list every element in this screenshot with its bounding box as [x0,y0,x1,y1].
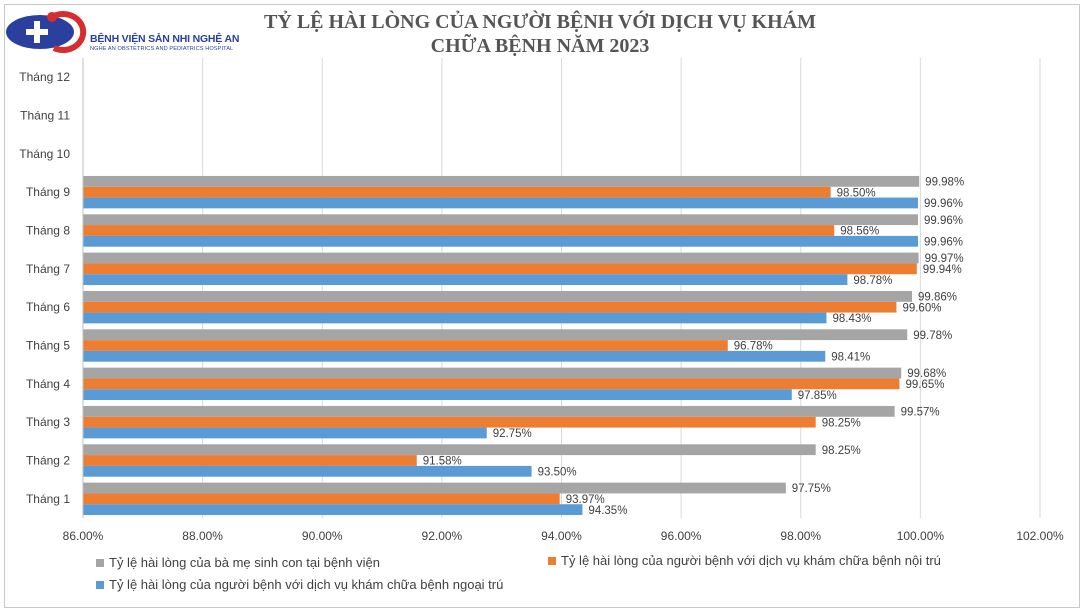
chart-title-line-1: TỶ LỆ HÀI LÒNG CỦA NGƯỜI BỆNH VỚI DỊCH V… [264,11,816,33]
hospital-logo: BỆNH VIỆN SẢN NHI NGHỆ AN NGHE AN OBSTET… [2,6,242,56]
category-label: Tháng 10 [19,147,70,161]
chart-title-line-2: CHỮA BỆNH NĂM 2023 [430,35,650,57]
bar [83,405,895,417]
bar [83,301,897,313]
bar [83,378,900,390]
data-label: 99.97% [925,253,964,265]
data-label: 99.96% [924,237,963,249]
data-label: 93.50% [538,467,577,479]
data-label: 97.75% [792,483,831,495]
bar [83,197,918,209]
category-label: Tháng 6 [26,300,70,314]
bar [83,350,826,362]
bar [83,455,417,466]
bar [83,340,728,351]
bar [83,493,560,505]
category-label: Tháng 4 [26,377,70,391]
data-label: 98.43% [832,313,871,325]
bar [83,235,918,247]
data-label: 99.57% [901,407,940,419]
x-tick-label: 102.00% [1016,529,1064,543]
bar [83,175,920,187]
x-tick-label: 100.00% [897,529,945,543]
bar [83,290,913,302]
hospital-subname: NGHE AN OBSTETRICS AND PEDIATRICS HOSPIT… [90,46,234,52]
category-label: Tháng 3 [26,415,70,429]
axes: 86.00% 88.00% 90.00% 92.00% 94.00% 96.00% 98.0… [19,58,1064,543]
data-label: 98.78% [853,275,892,287]
hospital-name: BỆNH VIỆN SẢN NHI NGHỆ AN [90,33,240,45]
bar [83,444,816,456]
data-labels: 97.75% 93.97%94.35% 98.25% 91.58% 93.50% 99.5… [423,177,964,517]
data-label: 99.60% [902,302,941,314]
bar [83,482,786,494]
data-label: 99.96% [924,198,963,210]
bar [83,214,918,226]
data-label: 98.56% [840,226,879,238]
data-label: 93.97% [566,494,605,506]
category-label: Tháng 9 [26,185,70,199]
bar [83,252,919,264]
x-tick-label: 86.00% [63,529,104,543]
data-label: 99.96% [924,215,963,227]
data-label: 91.58% [423,456,462,468]
data-label: 98.41% [831,352,870,364]
data-label: 99.68% [907,368,946,380]
bar [83,465,532,477]
bar [83,312,827,324]
bar [83,274,848,286]
data-label: 99.98% [925,177,964,189]
x-tick-label: 94.00% [541,529,582,543]
x-tick-label: 90.00% [302,529,343,543]
data-label: 96.78% [734,341,773,353]
category-label: Tháng 1 [26,492,70,506]
hospital-logo-icon [6,11,87,53]
bar [83,329,908,341]
data-label: 97.85% [798,390,837,402]
data-label: 98.25% [822,417,861,429]
bars [83,175,920,516]
chart-title: TỶ LỆ HÀI LÒNG CỦA NGƯỜI BỆNH VỚI DỊCH V… [190,10,890,58]
bar [83,389,792,401]
category-label: Tháng 8 [26,224,70,238]
data-label: 94.35% [588,505,627,517]
data-label: 99.78% [913,330,952,342]
x-tick-label: 96.00% [661,529,702,543]
bar [83,186,831,198]
category-label: Tháng 7 [26,262,70,276]
category-label: Tháng 11 [20,109,70,123]
data-label: 99.65% [905,379,944,391]
bar [83,367,902,379]
x-tick-label: 88.00% [182,529,223,543]
category-label: Tháng 5 [26,339,70,353]
category-label: Tháng 2 [26,454,70,468]
x-tick-label: 98.00% [780,529,821,543]
bar [83,225,835,236]
data-label: 99.86% [918,292,957,304]
bar [83,427,487,439]
bar [83,416,816,428]
data-label: 98.25% [822,445,861,457]
data-label: 98.50% [837,187,876,199]
bar [83,504,583,516]
data-label: 92.75% [493,428,532,440]
bar [83,263,917,275]
data-label: 99.94% [923,264,962,276]
x-tick-label: 92.00% [422,529,463,543]
category-label: Tháng 12 [19,70,70,84]
